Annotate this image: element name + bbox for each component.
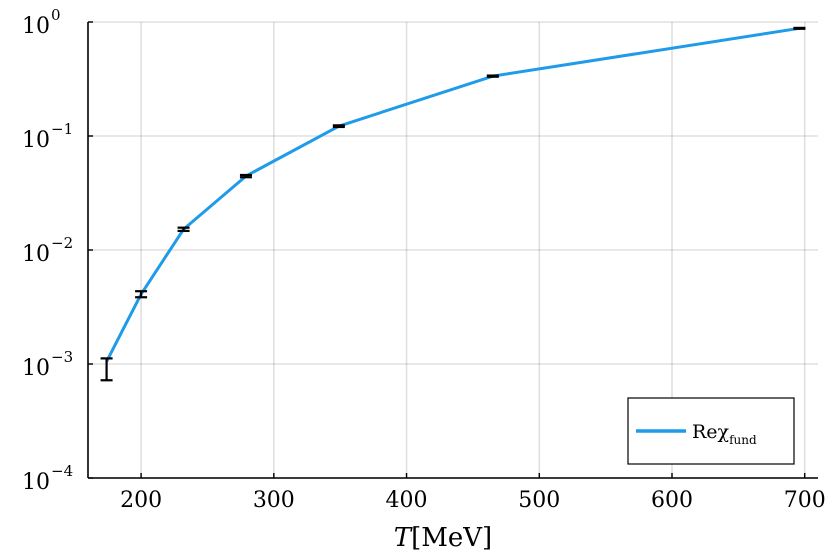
y-tick-exponent: −3 bbox=[51, 348, 73, 366]
error-bar bbox=[135, 290, 148, 299]
legend-label: Reχfund bbox=[692, 421, 757, 447]
x-tick-label: 200 bbox=[120, 488, 162, 513]
x-axis-label: T[MeV] bbox=[394, 523, 492, 553]
x-tick-label: 400 bbox=[386, 488, 428, 513]
y-tick-exponent: −4 bbox=[51, 462, 73, 480]
x-tick-label: 500 bbox=[518, 488, 560, 513]
x-tick-label: 300 bbox=[253, 488, 295, 513]
error-bar bbox=[793, 26, 806, 30]
error-bar bbox=[486, 74, 499, 78]
x-tick-label: 700 bbox=[784, 488, 826, 513]
series-line bbox=[105, 26, 800, 363]
error-bar bbox=[177, 226, 190, 233]
y-tick-exponent: −1 bbox=[51, 120, 73, 138]
y-tick-label: 10 bbox=[22, 356, 50, 381]
x-tick-label: 600 bbox=[651, 488, 693, 513]
y-tick-label: 10 bbox=[22, 14, 50, 39]
error-bar bbox=[100, 357, 113, 382]
error-bar bbox=[239, 173, 252, 179]
data-series bbox=[100, 26, 806, 382]
y-tick-exponent: 0 bbox=[51, 6, 61, 24]
legend: Reχfund bbox=[627, 397, 795, 465]
y-tick-label: 10 bbox=[22, 470, 50, 495]
y-tick-label: 10 bbox=[22, 128, 50, 153]
error-bar bbox=[332, 124, 345, 129]
y-tick-label: 10 bbox=[22, 242, 50, 267]
plot-frame bbox=[87, 21, 818, 479]
y-tick-exponent: −2 bbox=[51, 234, 73, 252]
